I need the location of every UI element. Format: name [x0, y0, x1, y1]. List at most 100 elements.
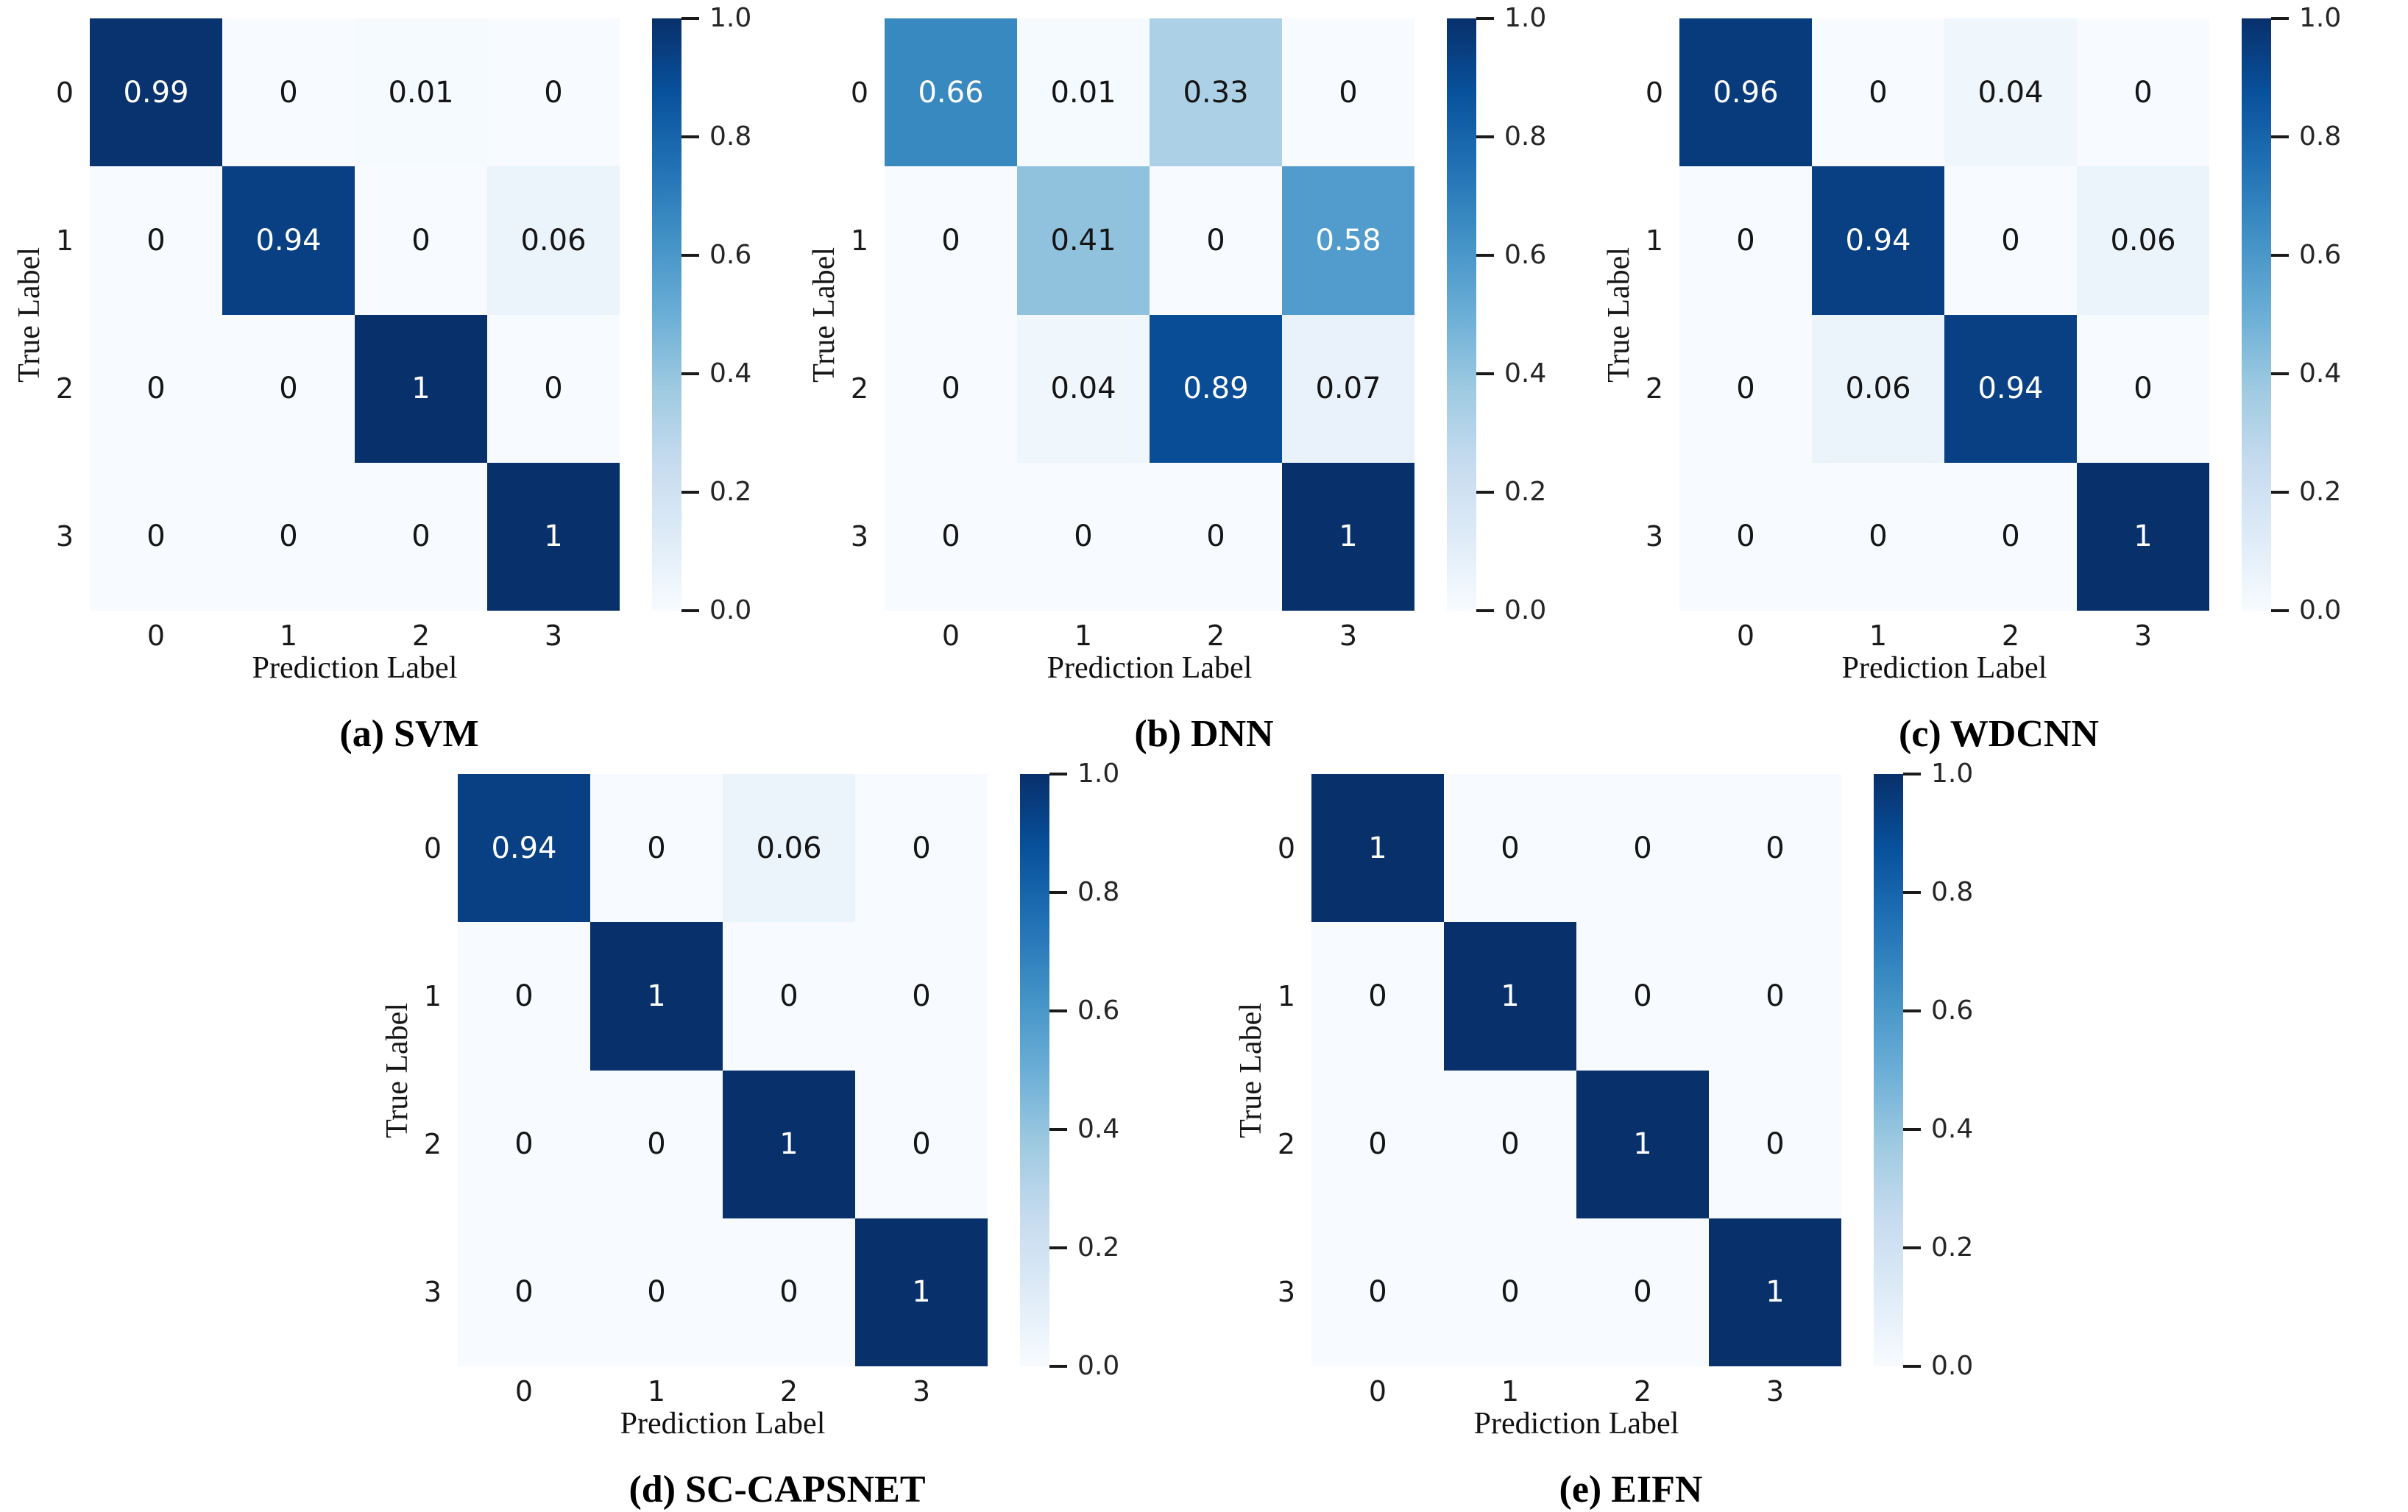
- heatmap-cell: 0: [855, 922, 988, 1071]
- colorbar-tick-label: 0.2: [1504, 477, 1547, 507]
- heatmap-cell: 1: [487, 462, 620, 611]
- x-tick-label: 0: [1368, 1375, 1387, 1408]
- heatmap-cell: 0: [1311, 1070, 1444, 1218]
- colorbar-tick-mark: [2271, 254, 2289, 257]
- x-axis-label: Prediction Label: [1841, 651, 2047, 685]
- heatmap-cell: 0: [90, 166, 222, 315]
- colorbar-tick-label: 0.8: [709, 121, 752, 152]
- y-tick-label: 3: [1645, 520, 1663, 553]
- heatmap-cell: 0: [855, 774, 988, 923]
- colorbar-gradient: [1447, 18, 1476, 611]
- colorbar-tick-mark: [1903, 773, 1921, 775]
- heatmap-cell: 0: [458, 922, 590, 1071]
- x-tick-label: 0: [146, 620, 166, 652]
- y-tick-label: 1: [55, 224, 74, 257]
- colorbar-tick: 0.6: [681, 242, 751, 269]
- colorbar-tick: 0.4: [1476, 361, 1546, 387]
- colorbar-tick-label: 0.2: [1077, 1232, 1120, 1263]
- colorbar: [2242, 18, 2271, 611]
- heatmap-cell: 0.33: [1150, 18, 1282, 167]
- colorbar: [1447, 18, 1476, 611]
- panel-caption: (c) WDCNN: [1899, 713, 2099, 755]
- colorbar-tick-label: 1.0: [1077, 759, 1120, 789]
- y-tick-label: 0: [1277, 831, 1295, 865]
- colorbar-tick-mark: [681, 254, 699, 257]
- heatmap-cell: 0: [90, 314, 222, 463]
- heatmap-cell: 1: [1282, 462, 1414, 611]
- y-tick-label: 2: [1277, 1128, 1295, 1161]
- heatmap-cell: 0: [222, 462, 355, 611]
- heatmap-grid: 0.66 0.01 0.33 0 0 0.41 0 0.58 0 0.04 0.89 0.07 0 0 0 1: [885, 18, 1414, 611]
- y-tick-label: 0: [55, 76, 74, 109]
- heatmap-cell: 0: [222, 314, 355, 463]
- colorbar-tick-mark: [1049, 1009, 1067, 1012]
- x-axis-label: Prediction Label: [620, 1407, 826, 1441]
- heatmap-cell: 0: [1444, 1218, 1576, 1366]
- heatmap-cell: 0: [1311, 922, 1444, 1071]
- heatmap-cell: 0.99: [90, 18, 222, 167]
- colorbar-tick-label: 0.8: [1931, 877, 1974, 907]
- colorbar-tick-label: 0.6: [709, 240, 752, 270]
- x-tick-label: 2: [1633, 1375, 1652, 1408]
- colorbar-tick: 1.0: [1049, 761, 1119, 787]
- colorbar-tick: 1.0: [1476, 5, 1546, 32]
- colorbar-tick: 0.0: [1049, 1353, 1119, 1380]
- x-tick-labels: 0 1 2 3: [885, 611, 1414, 652]
- colorbar-tick-mark: [1476, 17, 1494, 20]
- colorbar-tick: 0.0: [1903, 1353, 1973, 1380]
- colorbar-tick-label: 0.6: [1077, 995, 1120, 1026]
- colorbar-tick-label: 0.0: [2299, 595, 2342, 625]
- colorbar: [1020, 774, 1049, 1366]
- colorbar-tick-label: 0.2: [2299, 477, 2342, 507]
- heatmap-cell: 0: [1311, 1218, 1444, 1366]
- heatmap-grid: 0.99 0 0.01 0 0 0.94 0 0.06 0 0 1 0 0 0 0 1: [90, 18, 620, 611]
- x-tick-label: 3: [544, 620, 563, 652]
- panel-caption: (e) EIFN: [1559, 1469, 1703, 1511]
- heatmap-cell: 0: [2077, 18, 2209, 167]
- heatmap-cell: 0.04: [1944, 18, 2077, 167]
- colorbar-tick-label: 0.0: [1077, 1351, 1120, 1381]
- x-tick-label: 3: [2133, 620, 2153, 652]
- heatmap-cell: 1: [1444, 922, 1576, 1071]
- heatmap-cell: 0.06: [723, 774, 855, 923]
- heatmap-cell: 0.94: [222, 166, 355, 315]
- heatmap-cell: 0.41: [1017, 166, 1150, 315]
- x-tick-label: 1: [1074, 620, 1093, 652]
- colorbar-tick-label: 0.4: [1504, 358, 1547, 388]
- heatmap-cell: 1: [1576, 1070, 1709, 1218]
- colorbar-tick-mark: [1476, 254, 1494, 257]
- colorbar-tick-mark: [1049, 1246, 1067, 1249]
- heatmap-cell: 0: [1944, 462, 2077, 611]
- colorbar-tick: 0.8: [681, 124, 751, 150]
- colorbar-tick-mark: [681, 372, 699, 375]
- heatmap-cell: 0: [590, 1218, 723, 1366]
- x-tick-labels: 0 1 2 3: [458, 1366, 988, 1408]
- heatmap-cell: 0.94: [1812, 166, 1944, 315]
- colorbar-tick-mark: [1903, 1246, 1921, 1249]
- heatmap-cell: 0: [222, 18, 355, 167]
- colorbar-tick-mark: [681, 17, 699, 20]
- colorbar-tick: 0.6: [2271, 242, 2341, 269]
- y-axis: True Label: [807, 18, 842, 611]
- y-tick-labels: 0 1 2 3: [415, 774, 458, 1366]
- colorbar-tick: 1.0: [1903, 761, 1973, 787]
- y-tick-label: 0: [423, 831, 442, 865]
- heatmap-cell: 1: [590, 922, 723, 1071]
- colorbar-tick-label: 0.6: [2299, 240, 2342, 270]
- colorbar-tick-label: 1.0: [1504, 3, 1547, 33]
- heatmap-cell: 0: [885, 314, 1017, 463]
- heatmap-cell: 0: [2077, 314, 2209, 463]
- colorbar-tick-label: 0.8: [1504, 121, 1547, 152]
- colorbar-tick-label: 0.6: [1931, 995, 1974, 1026]
- x-tick-label: 3: [1339, 620, 1358, 652]
- colorbar-tick-label: 0.6: [1504, 240, 1547, 270]
- colorbar-tick-mark: [2271, 609, 2289, 612]
- heatmap-cell: 0.06: [2077, 166, 2209, 315]
